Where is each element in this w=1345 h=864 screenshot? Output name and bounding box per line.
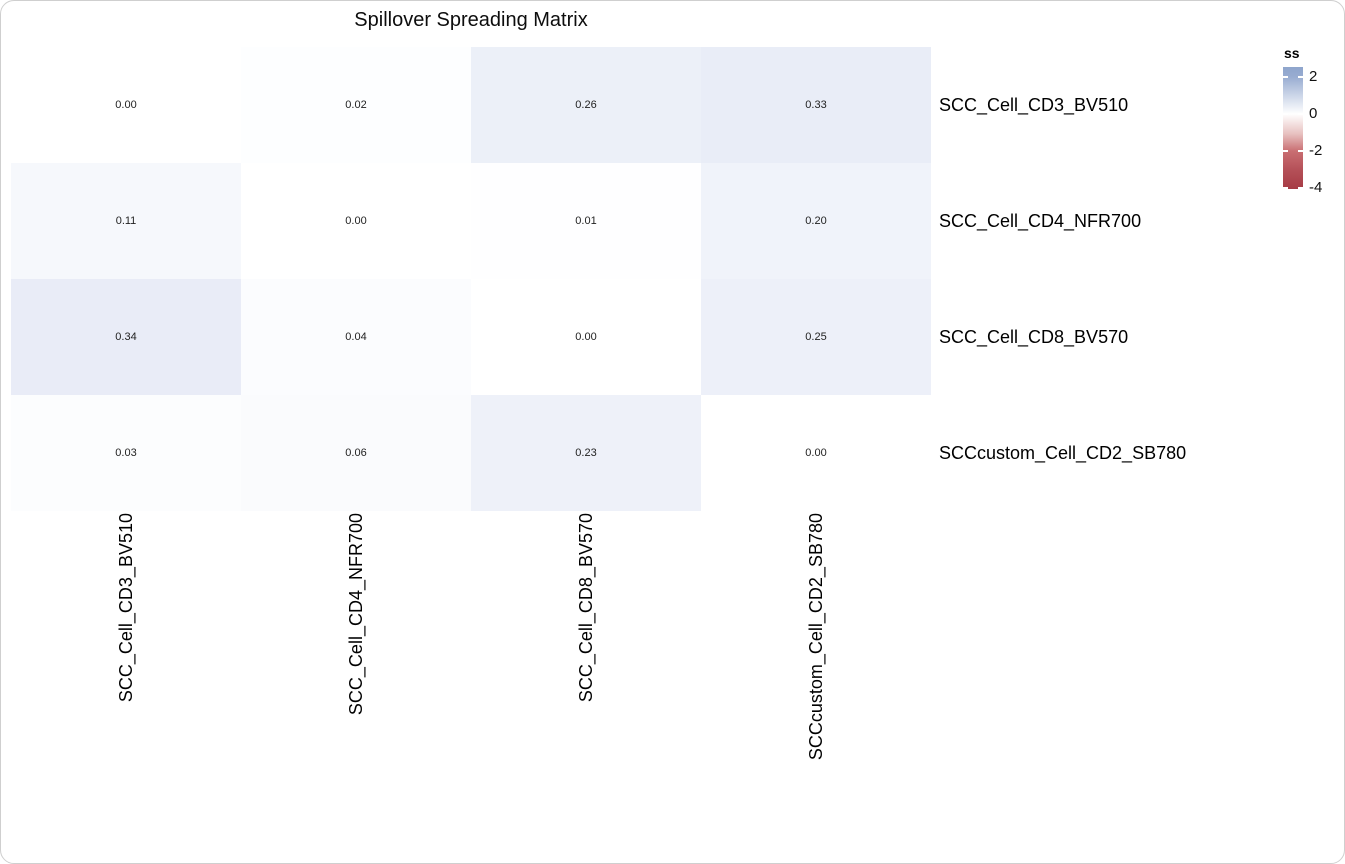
cell-value: 0.25 [805,331,827,343]
heatmap-cell: 0.34 [11,279,241,395]
heatmap-cell: 0.00 [11,47,241,163]
cell-value: 0.20 [805,215,827,227]
cell-value: 0.00 [345,215,367,227]
legend-tick-mark [1283,113,1288,115]
cell-value: 0.00 [805,447,827,459]
legend-colorbar [1283,67,1303,189]
row-label: SCC_Cell_CD4_NFR700 [939,210,1142,231]
legend-tick-mark [1283,150,1288,152]
legend-tick-label: -4 [1309,179,1323,196]
legend-tick-mark [1298,113,1303,115]
cell-value: 0.26 [575,99,597,111]
cell-value: 0.00 [115,99,137,111]
heatmap-cell: 0.25 [701,279,931,395]
row-label: SCC_Cell_CD3_BV510 [939,94,1129,115]
cell-value: 0.23 [575,447,597,459]
x-axis-labels: SCC_Cell_CD3_BV510 SCC_Cell_CD4_NFR700 S… [11,513,931,858]
chart-title: Spillover Spreading Matrix [354,9,588,31]
heatmap-cell: 0.06 [241,395,471,511]
cell-value: 0.04 [345,331,367,343]
column-label-slot: SCC_Cell_CD8_BV570 [471,513,701,858]
column-label: SCC_Cell_CD8_BV570 [575,513,596,703]
heatmap-cell: 0.33 [701,47,931,163]
column-label: SCCcustom_Cell_CD2_SB780 [805,513,826,761]
row-label: SCC_Cell_CD8_BV570 [939,326,1129,347]
heatmap-cell: 0.26 [471,47,701,163]
y-axis-labels: SCC_Cell_CD3_BV510 SCC_Cell_CD4_NFR700 S… [939,47,1299,511]
column-label: SCC_Cell_CD3_BV510 [115,513,136,703]
heatmap-cell: 0.00 [241,163,471,279]
heatmap: 0.00 0.02 0.26 0.33 0.11 0.00 0.01 0.20 … [11,47,931,511]
column-label-slot: SCC_Cell_CD4_NFR700 [241,513,471,858]
row-label: SCCcustom_Cell_CD2_SB780 [939,442,1187,463]
legend-tick-mark [1283,76,1288,78]
heatmap-cell: 0.02 [241,47,471,163]
column-label-slot: SCC_Cell_CD3_BV510 [11,513,241,858]
heatmap-cell: 0.03 [11,395,241,511]
heatmap-cell: 0.20 [701,163,931,279]
legend-bar-wrap: 2 0 -2 -4 [1283,67,1322,195]
heatmap-cell: 0.11 [11,163,241,279]
colorbar-legend: ss 2 0 -2 -4 [1283,45,1345,195]
heatmap-cell: 0.23 [471,395,701,511]
cell-value: 0.02 [345,99,367,111]
cell-value: 0.33 [805,99,827,111]
cell-value: 0.06 [345,447,367,459]
legend-tick-mark [1298,76,1303,78]
legend-tick-mark [1283,187,1288,189]
heatmap-cell: 0.01 [471,163,701,279]
column-label: SCC_Cell_CD4_NFR700 [345,513,366,716]
legend-tick-label: 2 [1309,68,1318,85]
legend-title: ss [1284,45,1300,61]
column-label-slot: SCCcustom_Cell_CD2_SB780 [701,513,931,858]
cell-value: 0.01 [575,215,597,227]
cell-value: 0.34 [115,331,137,343]
cell-value: 0.03 [115,447,137,459]
heatmap-cell: 0.00 [471,279,701,395]
legend-tick-mark [1298,150,1303,152]
legend-tick-label: 0 [1309,105,1318,122]
heatmap-cell: 0.04 [241,279,471,395]
legend-tick-label: -2 [1309,142,1323,159]
heatmap-cell: 0.00 [701,395,931,511]
cell-value: 0.11 [115,215,137,227]
legend-tick-mark [1298,187,1303,189]
cell-value: 0.00 [575,331,597,343]
